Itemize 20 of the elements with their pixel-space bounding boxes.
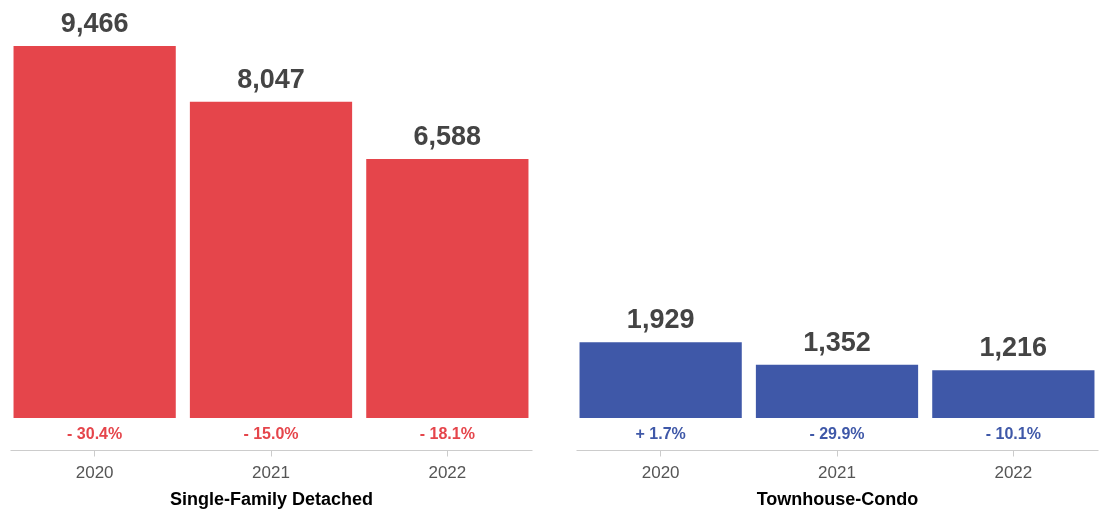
x-tick-label: 2020 bbox=[75, 462, 114, 482]
text: - 15.0% bbox=[243, 425, 299, 442]
x-tick-label: 2022 bbox=[994, 462, 1033, 482]
text: - 10.1% bbox=[985, 425, 1041, 442]
x-tick-label: 2022 bbox=[428, 462, 467, 482]
x-tick-label: 2020 bbox=[641, 462, 680, 482]
x-axis-title: Townhouse-Condo bbox=[756, 488, 919, 509]
data-label: 8,047 bbox=[237, 63, 305, 94]
text: + 1.7% bbox=[635, 425, 686, 442]
text: - 18.1% bbox=[419, 425, 475, 442]
text: - 30.4% bbox=[67, 425, 123, 442]
x-axis-title: Single-Family Detached bbox=[169, 488, 374, 509]
data-label: 9,466 bbox=[60, 8, 129, 38]
x-tick-label: 2021 bbox=[818, 462, 856, 482]
data-label: 6,588 bbox=[413, 121, 482, 152]
x-tick-label: 2021 bbox=[252, 462, 290, 482]
data-label: 1,929 bbox=[626, 304, 695, 335]
text: - 29.9% bbox=[809, 425, 865, 442]
data-label: 1,216 bbox=[979, 332, 1048, 363]
data-label: 1,352 bbox=[803, 326, 871, 357]
